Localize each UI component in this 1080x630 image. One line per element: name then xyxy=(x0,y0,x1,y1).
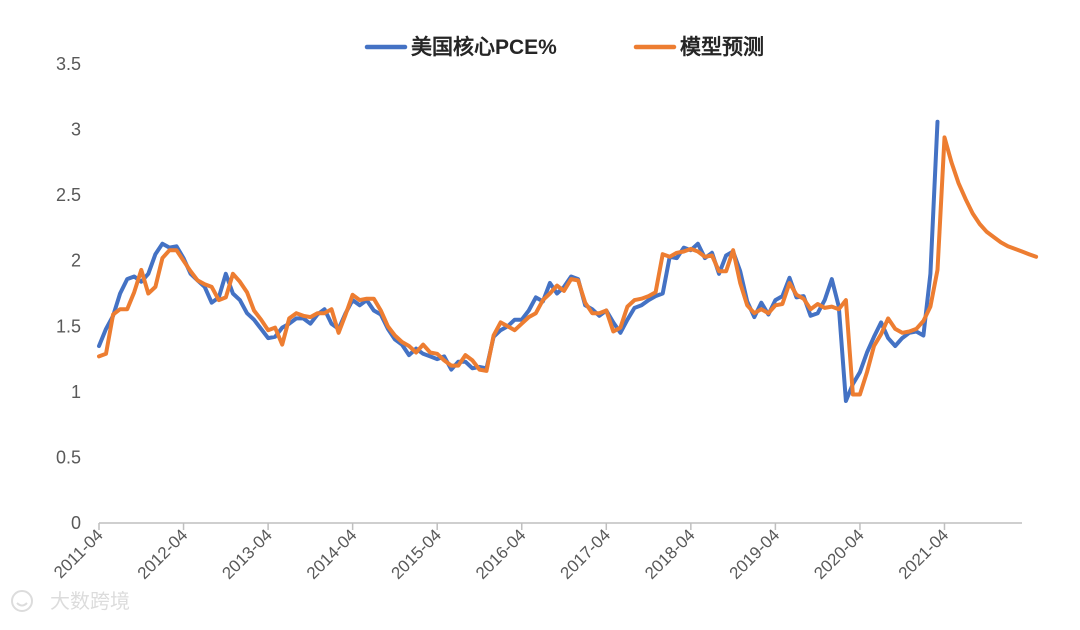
x-tick-label: 2012-04 xyxy=(134,525,192,583)
smile-icon xyxy=(11,590,33,612)
y-tick-label: 1 xyxy=(71,382,81,402)
x-tick-label: 2014-04 xyxy=(303,525,361,583)
series-layer xyxy=(97,119,1039,403)
legend-label: 美国核心PCE% xyxy=(411,35,557,59)
y-tick-label: 0.5 xyxy=(56,447,81,467)
x-tick-label: 2013-04 xyxy=(218,525,276,583)
series-line-model-forecast xyxy=(97,135,1039,397)
y-tick-label: 0 xyxy=(71,513,81,533)
x-tick-label: 2019-04 xyxy=(726,525,784,583)
y-tick-label: 1.5 xyxy=(56,316,81,336)
x-tick-label: 2016-04 xyxy=(472,525,530,583)
y-tick-label: 2 xyxy=(71,251,81,271)
x-tick-label: 2021-04 xyxy=(895,525,953,583)
x-tick-label: 2015-04 xyxy=(387,525,445,583)
watermark-text: 大数跨境 xyxy=(50,590,130,613)
x-tick-label: 2018-04 xyxy=(641,525,699,583)
y-tick-label: 2.5 xyxy=(56,185,81,205)
legend-label: 模型预测 xyxy=(680,35,764,59)
y-tick-label: 3 xyxy=(71,120,81,140)
y-axis: 0 0.5 1 1.5 2 2.5 3 3.5 xyxy=(56,54,81,533)
legend: 美国核心PCE% 模型预测 xyxy=(364,35,764,59)
x-axis: 2011-04 2012-04 2013-04 2014-04 2015-04 2016-… xyxy=(50,522,1022,583)
series-line-core-pce xyxy=(97,119,940,403)
x-tick-label: 2020-04 xyxy=(810,525,868,583)
watermark: 大数跨境 xyxy=(11,590,130,613)
smile-icon-mouth xyxy=(16,602,28,607)
y-tick-label: 3.5 xyxy=(56,54,81,74)
x-tick-label: 2017-04 xyxy=(557,525,615,583)
x-tick-label: 2011-04 xyxy=(50,525,107,582)
